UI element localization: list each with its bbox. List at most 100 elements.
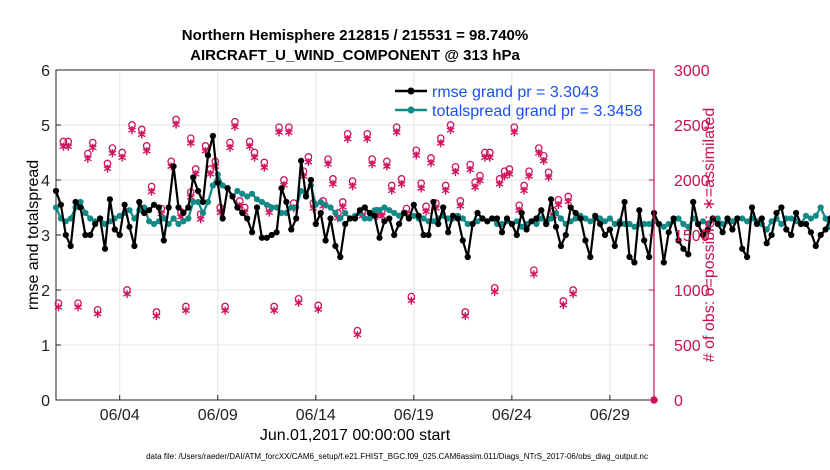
rmse-point <box>327 215 334 222</box>
obs-assimilated-marker <box>554 201 563 209</box>
obs-assimilated-stroke <box>505 171 514 177</box>
obs-assimilated-stroke <box>392 129 401 136</box>
obs-assimilated-stroke <box>515 207 524 214</box>
totalspread-point <box>322 201 329 208</box>
totalspread-point <box>396 212 403 219</box>
y-tick-label-right: 2000 <box>674 173 710 190</box>
obs-assimilated-stroke <box>265 210 274 216</box>
obs-assimilated-stroke <box>534 150 543 156</box>
y-tick-label-left: 5 <box>41 118 50 135</box>
totalspread-point <box>631 223 638 230</box>
obs-assimilated-marker <box>147 187 156 196</box>
rmse-point <box>557 242 565 250</box>
obs-assimilated-marker <box>137 130 146 139</box>
obs-assimilated-stroke <box>525 173 533 180</box>
rmse-point <box>572 209 579 217</box>
y-tick-label-left: 4 <box>41 173 50 190</box>
obs-assimilated-stroke <box>353 332 362 338</box>
obs-assimilated-marker <box>407 296 416 305</box>
rmse-point <box>469 220 476 228</box>
obs-assimilated-marker <box>505 170 514 179</box>
obs-assimilated-stroke <box>338 204 347 210</box>
totalspread-point <box>150 220 158 228</box>
rmse-point <box>783 226 790 233</box>
totalspread-point <box>87 215 94 222</box>
obs-assimilated-marker <box>64 142 73 151</box>
obs-assimilated-marker <box>559 301 568 310</box>
rmse-point <box>538 207 545 214</box>
obs-assimilated-stroke <box>569 291 578 297</box>
totalspread-point <box>807 215 815 222</box>
rmse-point <box>244 215 251 222</box>
obs-assimilated-stroke <box>152 313 161 319</box>
rmse-point <box>641 237 648 244</box>
rmse-point <box>190 174 197 181</box>
obs-assimilated-marker <box>54 303 63 312</box>
obs-assimilated-stroke <box>422 208 431 215</box>
rmse-point <box>298 157 305 164</box>
obs-assimilated-marker <box>368 160 377 169</box>
totalspread-point <box>327 204 334 211</box>
rmse-point <box>175 204 182 211</box>
rmse-point <box>484 218 491 225</box>
obs-assimilated-marker <box>142 147 151 156</box>
rmse-point <box>97 215 104 222</box>
rmse-point <box>626 253 633 261</box>
obs-assimilated-stroke <box>147 189 156 195</box>
rmse-point <box>606 226 614 233</box>
rmse-point <box>381 218 388 225</box>
obs-assimilated-marker <box>485 153 494 162</box>
rmse-line <box>54 134 830 264</box>
totalspread-point <box>52 204 60 211</box>
totalspread-point <box>67 215 74 222</box>
obs-assimilated-stroke <box>108 150 117 156</box>
rmse-point <box>361 204 368 211</box>
rmse-point <box>729 226 736 233</box>
obs-assimilated-stroke <box>93 311 102 317</box>
obs-assimilated-stroke <box>230 124 239 130</box>
x-axis-label: Jun.01,2017 00:00:00 start <box>260 427 451 444</box>
rmse-point <box>827 215 830 222</box>
rmse-point <box>498 229 506 236</box>
totalspread-point <box>199 209 207 217</box>
obs-assimilated-marker <box>260 163 269 172</box>
rmse-point <box>366 209 373 217</box>
totalspread-point <box>337 215 344 222</box>
obs-count-layer <box>54 115 658 404</box>
totalspread-point <box>474 218 481 225</box>
rmse-point <box>400 209 408 217</box>
totalspread-point <box>366 215 373 222</box>
obs-assimilated-stroke <box>172 122 181 128</box>
obs-assimilated-stroke <box>441 188 450 194</box>
rmse-point <box>312 220 319 228</box>
rmse-point <box>670 215 677 222</box>
rmse-point <box>111 226 118 233</box>
rmse-point <box>307 176 314 184</box>
rmse-point <box>753 220 761 228</box>
obs-assimilated-stroke <box>314 306 323 313</box>
rmse-point <box>739 245 746 252</box>
rmse-point <box>646 253 653 261</box>
obs-assimilated-stroke <box>103 166 112 172</box>
obs-assimilated-marker <box>128 126 136 135</box>
rmse-point <box>121 201 128 208</box>
rmse-point <box>209 132 216 140</box>
obs-assimilated-stroke <box>137 131 146 138</box>
obs-assimilated-stroke <box>407 298 416 304</box>
totalspread-point <box>160 215 167 222</box>
rmse-point <box>258 234 265 241</box>
obs-assimilated-stroke <box>118 155 127 161</box>
totalspread-point <box>332 209 339 217</box>
totalspread-point <box>342 209 349 217</box>
rmse-point <box>601 231 609 239</box>
rmse-point <box>180 209 187 217</box>
totalspread-point <box>77 198 84 206</box>
rmse-point <box>616 220 623 228</box>
totalspread-point <box>170 215 177 222</box>
y-tick-label-left: 2 <box>41 283 50 300</box>
obs-assimilated-stroke <box>378 213 386 219</box>
rmse-point <box>263 234 270 241</box>
obs-assimilated-marker <box>348 182 357 191</box>
obs-assimilated-stroke <box>324 161 332 167</box>
obs-assimilated-marker <box>221 306 230 315</box>
